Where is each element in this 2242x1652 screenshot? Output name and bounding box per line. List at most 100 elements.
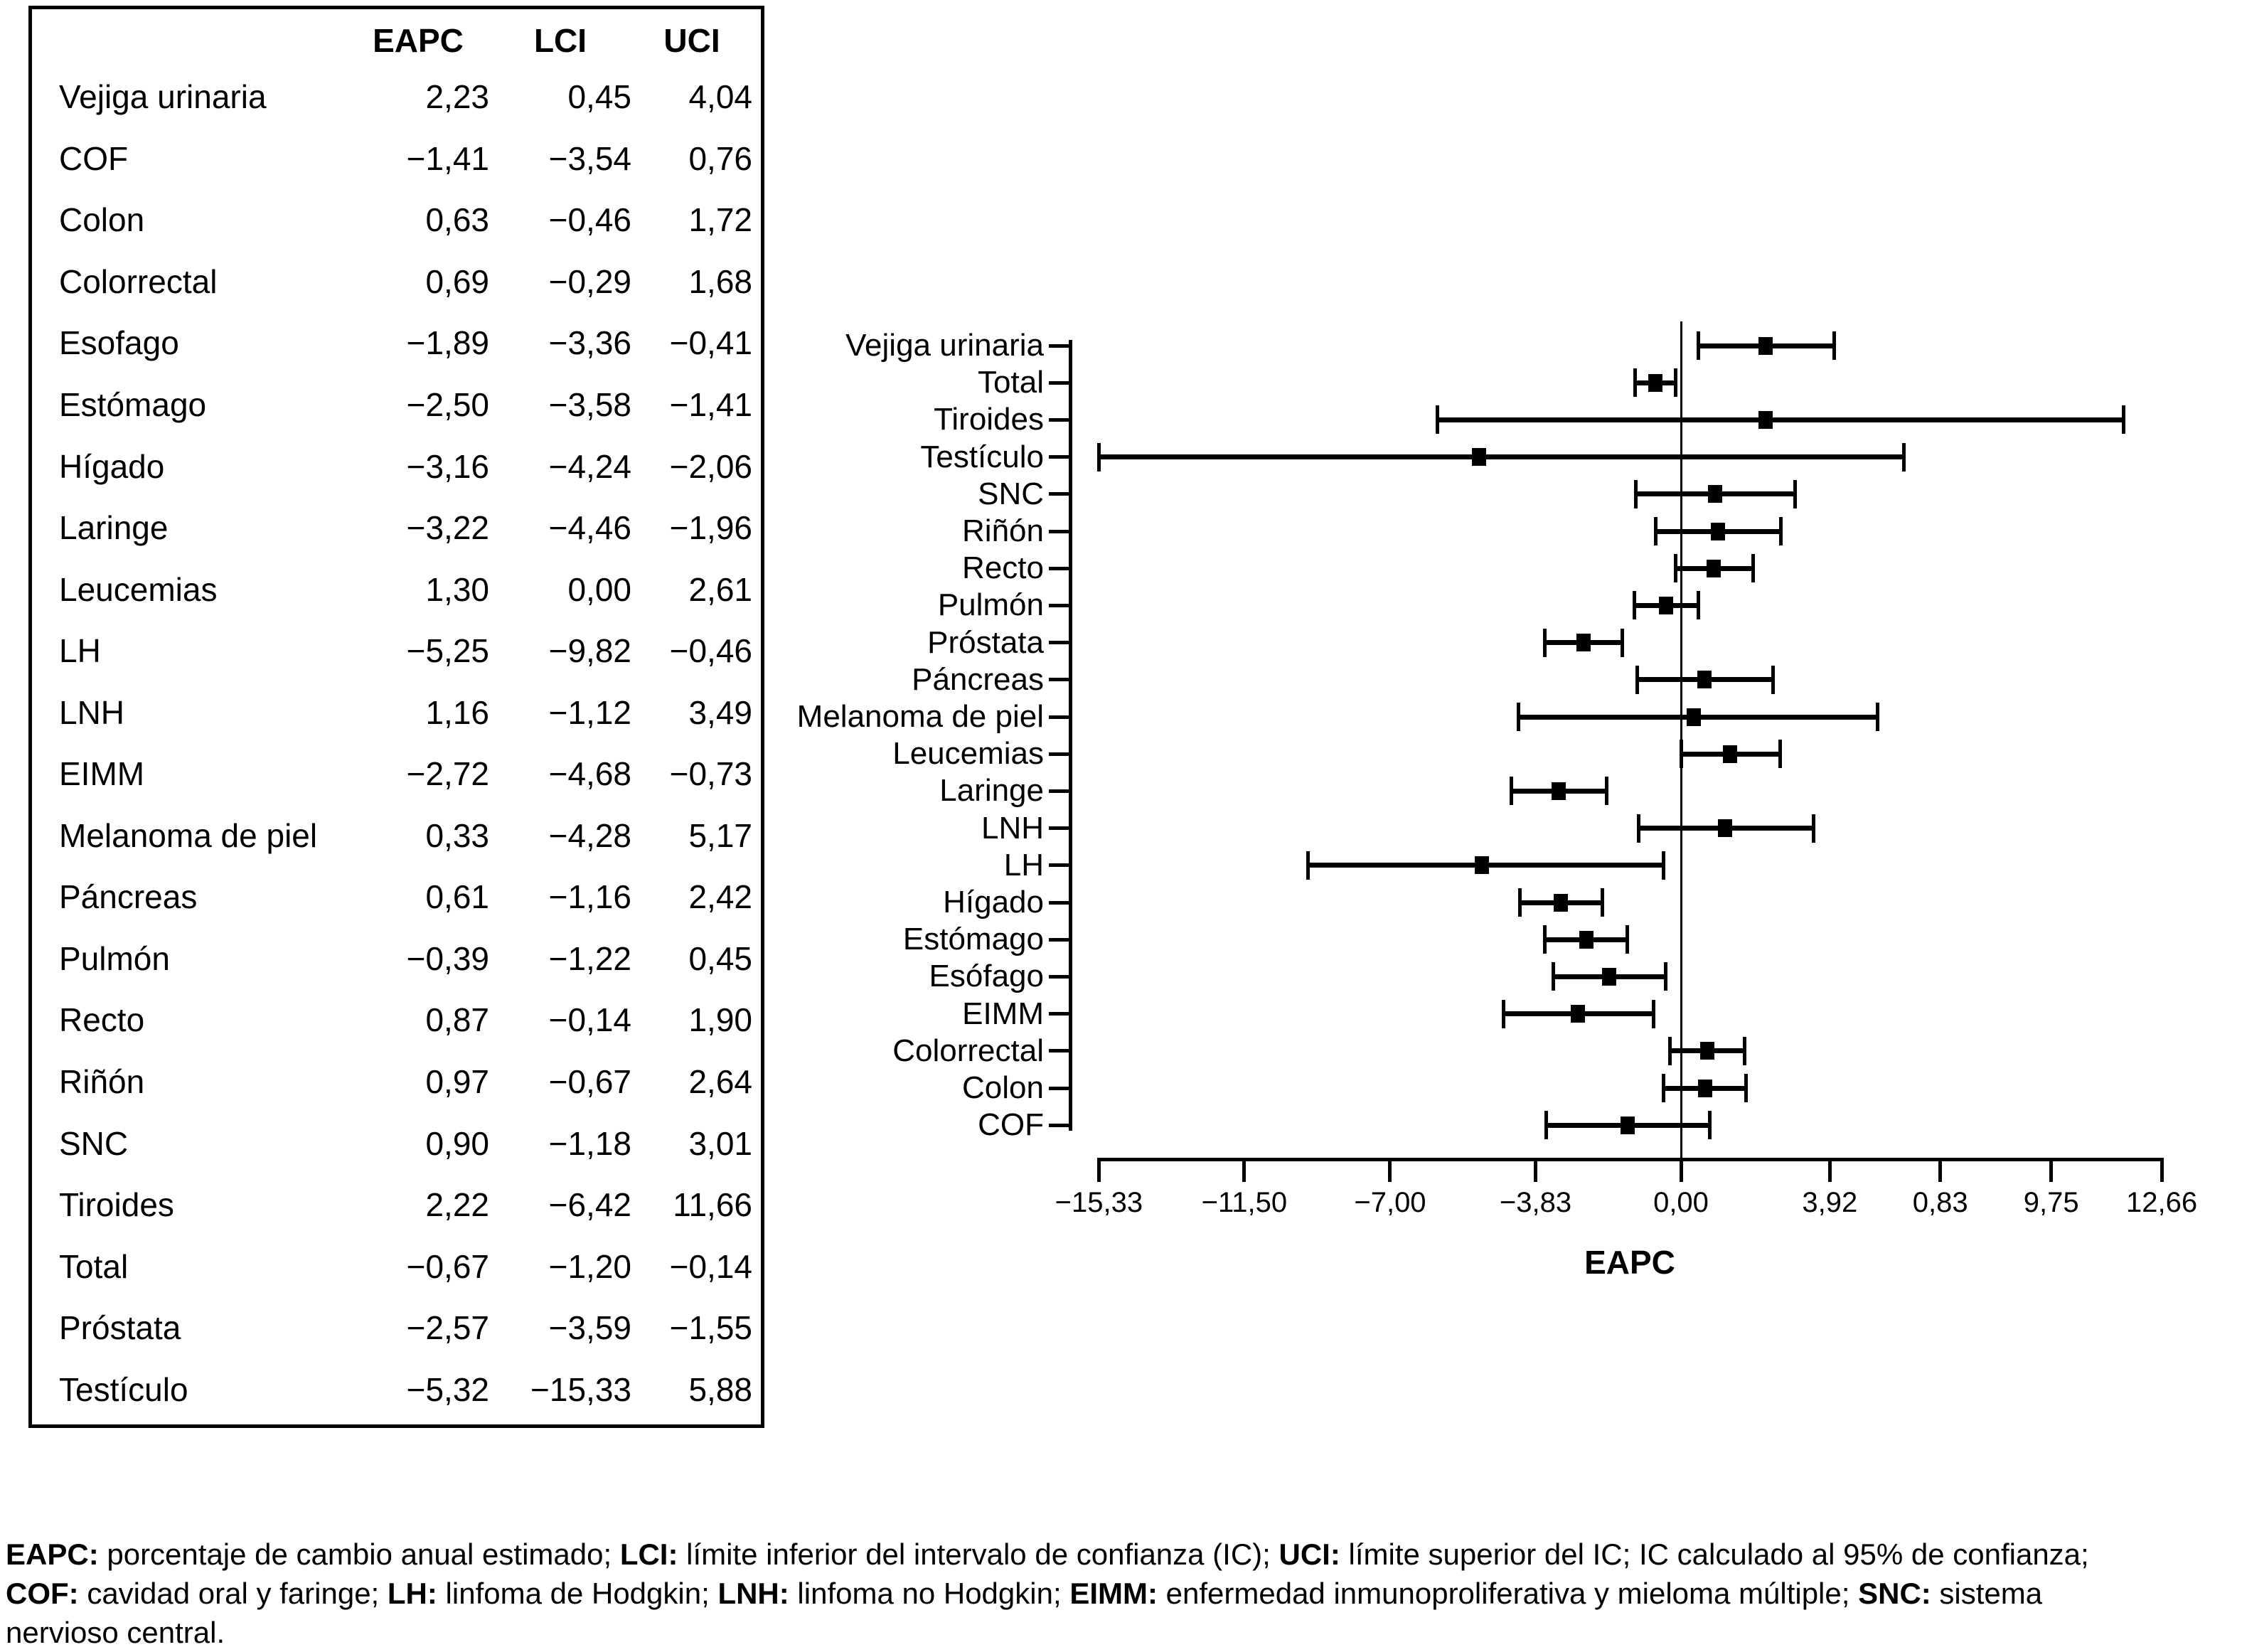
error-bar-cap-left [1661,1074,1665,1102]
row-label-cell: Tiroides [59,1186,174,1224]
eapc-value-cell: −3,22 [406,509,489,547]
eapc-value-cell: −2,50 [406,385,489,423]
eapc-value-cell: 2,23 [425,78,489,116]
row-label-cell: Recto [59,1001,145,1039]
eapc-marker [1576,634,1591,652]
x-axis-tick [1242,1158,1247,1182]
category-tick [1049,1123,1070,1127]
category-tick [1049,417,1070,422]
error-bar-cap-left [1634,479,1638,508]
uci-value-cell: 1,68 [688,262,752,300]
category-label: Testículo [920,439,1044,474]
lci-value-cell: −1,16 [548,878,631,916]
footnote-text: sistema [1931,1577,2043,1610]
error-bar [1099,454,1904,460]
table-row: Total −0,67 −1,20 −0,14 [59,1235,752,1297]
category-label: Riñón [962,513,1044,548]
eapc-value-cell: −1,41 [406,139,489,177]
footnote-text: límite inferior del intervalo de confian… [678,1538,1279,1571]
footnote-text: nervioso central. [6,1616,225,1649]
error-bar-cap-left [1633,368,1638,398]
lci-value-cell: −1,12 [548,693,631,731]
error-bar-cap-left [1679,740,1683,769]
error-bar-cap-left [1668,1036,1672,1065]
error-bar-cap-left [1518,888,1522,917]
uci-value-cell: 11,66 [673,1186,752,1224]
category-tick [1049,1012,1070,1016]
table-row: Riñón 0,97 −0,67 2,64 [59,1051,752,1113]
lci-value-cell: −9,82 [548,632,631,670]
zero-reference-line [1680,321,1682,1158]
category-label: COF [978,1107,1044,1143]
uci-value-cell: −0,46 [669,632,752,670]
table-header-lci: LCI [533,22,587,59]
category-label: Tiroides [934,402,1044,437]
category-tick [1049,863,1070,868]
eapc-marker [1758,410,1773,429]
category-tick [1049,715,1070,719]
table-row: Pulmón −0,39 −1,22 0,45 [59,928,752,990]
error-bar-cap-left [1096,442,1101,471]
error-bar-cap-left [1501,999,1505,1028]
table-row: Testículo −5,32 −15,33 5,88 [59,1358,752,1420]
uci-value-cell: 5,17 [688,816,752,854]
table-row: SNC 0,90 −1,18 3,01 [59,1112,752,1174]
row-label-cell: Hígado [59,447,165,485]
row-label-cell: LH [59,632,101,670]
lci-value-cell: −3,59 [548,1309,631,1347]
eapc-marker [1707,559,1721,577]
footnote-line: COF: cavidad oral y faringe; LH: linfoma… [6,1574,2236,1613]
eapc-marker [1554,893,1569,912]
table-row: LNH 1,16 −1,12 3,49 [59,681,752,743]
category-label: Próstata [927,624,1044,660]
eapc-value-cell: 0,90 [425,1124,489,1162]
x-axis-tick [1827,1158,1832,1182]
row-label-cell: Testículo [59,1370,188,1408]
lci-value-cell: −1,20 [548,1247,631,1285]
uci-value-cell: 2,61 [688,570,752,608]
eapc-marker [1648,373,1663,392]
error-bar-cap-left [1696,331,1700,360]
table-row: Vejiga urinaria 2,23 0,45 4,04 [59,66,752,128]
category-tick [1049,974,1070,979]
category-tick [1049,492,1070,496]
category-tick [1049,789,1070,793]
category-label: Leucemias [892,736,1044,772]
uci-value-cell: 1,72 [688,201,752,239]
category-tick [1049,1049,1070,1053]
row-label-cell: Estómago [59,385,207,423]
eapc-marker [1758,336,1773,355]
category-tick [1049,343,1070,348]
category-tick [1049,826,1070,831]
x-axis-tick [1533,1158,1537,1182]
eapc-value-cell: −2,72 [406,755,489,793]
error-bar-cap-right [1604,777,1608,806]
eapc-value-cell: −0,67 [406,1247,489,1285]
x-axis-tick-label: −3,83 [1499,1187,1572,1218]
category-label: Laringe [939,773,1044,809]
error-bar-cap-left [1435,405,1439,435]
category-label: Hígado [943,885,1044,920]
x-axis-tick [1096,1158,1101,1182]
x-axis-tick-label: −11,50 [1201,1187,1288,1218]
error-bar-cap-left [1633,591,1637,620]
x-axis-tick-label: −7,00 [1354,1187,1426,1218]
eapc-value-cell: −3,16 [406,447,489,485]
eapc-value-cell: 1,30 [425,570,489,608]
category-label: LNH [981,810,1044,846]
uci-value-cell: −2,06 [669,447,752,485]
y-axis-spine [1069,340,1072,1131]
x-axis-tick-label: 12,66 [2125,1187,2198,1218]
row-label-cell: Total [59,1247,129,1285]
lci-value-cell: −3,54 [548,139,631,177]
footnote: EAPC: porcentaje de cambio anual estimad… [6,1535,2236,1652]
row-label-cell: Páncreas [59,878,198,916]
uci-value-cell: 2,42 [688,878,752,916]
category-label: Colon [962,1070,1044,1105]
row-label-cell: COF [59,139,129,177]
x-axis-tick-label: 0,00 [1653,1187,1709,1218]
error-bar-cap-right [1743,1036,1747,1065]
footnote-text: cavidad oral y faringe; [78,1577,388,1610]
table-row: Melanoma de piel 0,33 −4,28 5,17 [59,805,752,867]
